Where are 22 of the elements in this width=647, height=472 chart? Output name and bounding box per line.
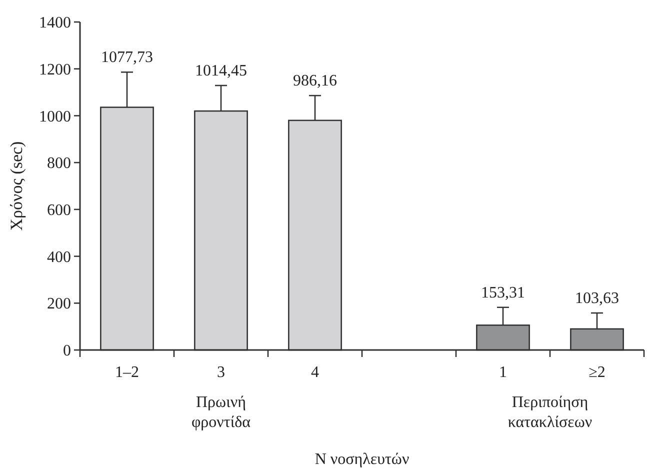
annotation: 103,63 [575, 290, 619, 307]
y-tick-label: 400 [47, 248, 71, 266]
annotation: 986,16 [293, 72, 337, 90]
x-tick-label: 3 [217, 364, 225, 381]
text: Περιποίηση κατακλίσεων [508, 394, 592, 431]
annotation: 153,31 [481, 284, 525, 302]
y-tick-label: 200 [47, 296, 71, 313]
x-axis-title: Ν νοσηλευτών [314, 451, 410, 468]
y-tick-label: 1200 [39, 61, 71, 78]
annotation: 1077,73 [101, 49, 153, 66]
y-tick-label: 1400 [39, 14, 71, 32]
text: Πρωινή φροντίδα [191, 394, 252, 431]
annotation: 1014,45 [195, 62, 247, 80]
y-tick-label: 1000 [39, 108, 71, 126]
y-tick-label: 0 [63, 342, 71, 360]
x-tick-label: 1–2 [115, 364, 139, 381]
y-tick-label: 600 [47, 202, 71, 220]
x-tick-label: ≥2 [588, 364, 606, 381]
x-tick-label: 4 [311, 364, 319, 381]
y-tick-label: 800 [47, 155, 71, 172]
y-axis-title: Χρόνος (sec) [7, 141, 26, 231]
x-tick-label: 1 [499, 364, 507, 381]
